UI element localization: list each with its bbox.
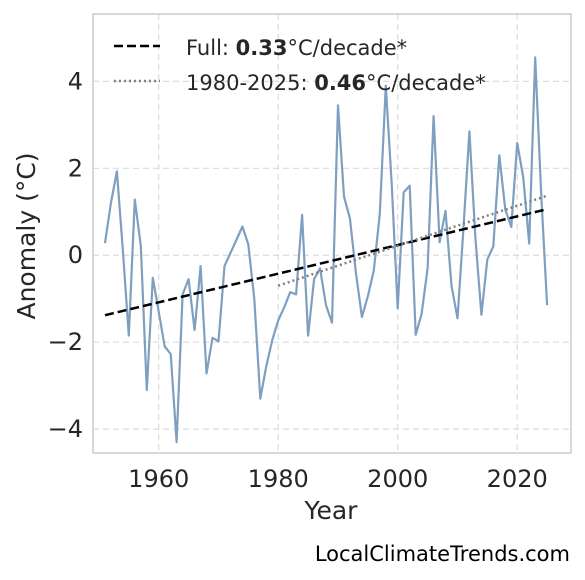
legend-label-recent: 1980-2025: 0.46°C/decade* xyxy=(186,71,486,95)
anomaly-series-line xyxy=(103,56,549,444)
x-tick-label: 1980 xyxy=(248,465,309,493)
x-axis-label: Year xyxy=(304,496,359,525)
plot-frame xyxy=(92,13,572,454)
series xyxy=(103,56,549,444)
legend-value-recent: 0.46 xyxy=(314,71,366,95)
y-axis-label: Anomaly (°C) xyxy=(12,152,41,319)
legend-prefix-full: Full: xyxy=(186,36,236,60)
legend-label-full: Full: 0.33°C/decade* xyxy=(186,36,407,60)
legend-value-full: 0.33 xyxy=(236,36,288,60)
legend-suffix-recent: °C/decade* xyxy=(366,71,486,95)
legend-suffix-full: °C/decade* xyxy=(288,36,408,60)
y-tick-label: −4 xyxy=(48,415,83,443)
y-tick-label: −2 xyxy=(48,328,83,356)
x-tick-label: 2000 xyxy=(367,465,428,493)
y-tick-label: 4 xyxy=(68,67,83,95)
ticks: 1960 1980 2000 2020 −4 −2 0 2 4 xyxy=(48,67,548,493)
y-tick-label: 2 xyxy=(68,154,83,182)
grid xyxy=(93,14,571,453)
legend-prefix-recent: 1980-2025: xyxy=(186,71,314,95)
x-tick-label: 1960 xyxy=(128,465,189,493)
recent-trend-line xyxy=(277,194,548,287)
y-tick-label: 0 xyxy=(68,241,83,269)
full-trend-line xyxy=(104,207,548,317)
legend: Full: 0.33°C/decade* 1980-2025: 0.46°C/d… xyxy=(114,36,486,95)
site-credit: LocalClimateTrends.com xyxy=(315,542,570,566)
x-tick-label: 2020 xyxy=(487,465,548,493)
